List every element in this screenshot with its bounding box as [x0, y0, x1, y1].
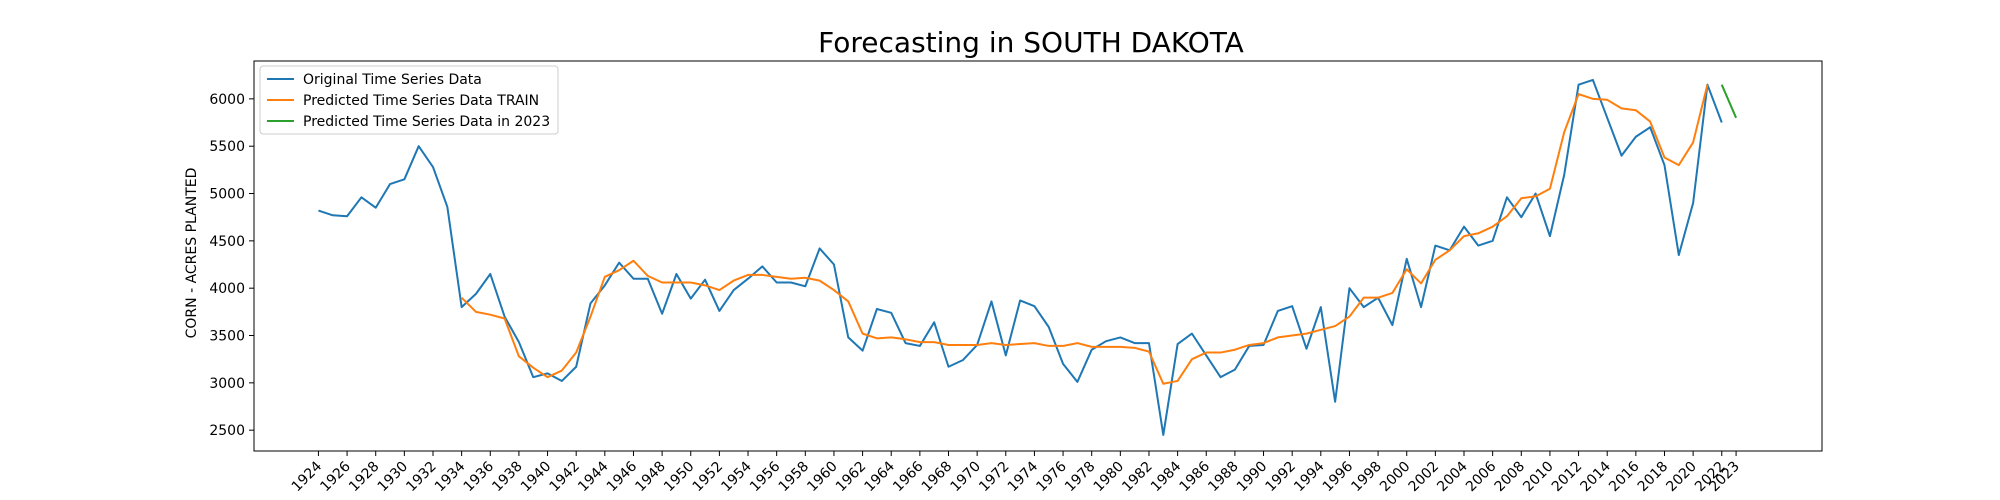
series-layer [318, 78, 1737, 436]
x-tick-label: 1954 [718, 458, 755, 495]
x-tick-label: 1968 [919, 459, 956, 496]
x-tick-label: 1958 [776, 459, 813, 496]
x-tick-label: 1948 [632, 459, 669, 496]
x-tick-label: 1974 [1005, 458, 1042, 495]
x-tick-label: 1980 [1091, 459, 1128, 496]
x-tick-label: 2020 [1663, 459, 1700, 496]
x-tick-label: 1942 [547, 459, 584, 496]
x-tick-label: 1990 [1234, 459, 1271, 496]
x-tick-label: 2018 [1635, 459, 1672, 496]
chart-title: Forecasting in SOUTH DAKOTA [818, 26, 1244, 59]
x-tick-label: 1926 [317, 458, 354, 495]
x-tick-label: 1936 [461, 458, 498, 495]
x-tick-label: 1984 [1148, 458, 1185, 495]
y-tick-label: 5000 [209, 187, 245, 203]
x-tick-label: 1952 [690, 459, 727, 496]
x-tick-label: 1950 [661, 459, 698, 496]
x-tick-label: 2000 [1377, 459, 1414, 496]
legend-label: Original Time Series Data [303, 72, 482, 88]
x-tick-label: 1982 [1119, 459, 1156, 496]
legend: Original Time Series Data Predicted Time … [259, 65, 559, 135]
x-tick-label: 1994 [1291, 458, 1328, 495]
x-tick-label: 1946 [604, 458, 641, 495]
x-tick-label: 2004 [1434, 458, 1471, 495]
x-tick-label: 2016 [1606, 458, 1643, 495]
y-axis-label: CORN - ACRES PLANTED [184, 168, 200, 339]
x-tick-label: 1938 [489, 459, 526, 496]
y-tick-label: 4500 [209, 234, 245, 250]
x-tick-label: 1944 [575, 458, 612, 495]
x-tick-label: 2006 [1463, 458, 1500, 495]
y-tick-label: 3000 [209, 376, 245, 392]
x-tick-label: 1964 [862, 458, 899, 495]
x-tick-label: 1992 [1262, 459, 1299, 496]
x-tick-label: 1978 [1062, 459, 1099, 496]
x-tick-label: 1960 [804, 459, 841, 496]
x-tick-label: 2014 [1578, 458, 1615, 495]
y-tick-label: 6000 [209, 92, 245, 108]
x-tick-label: 1986 [1177, 458, 1214, 495]
legend-box [259, 65, 559, 135]
x-tick-label: 1932 [403, 459, 440, 496]
y-tick-label: 5500 [209, 139, 245, 155]
y-tick-label: 2500 [209, 423, 245, 439]
y-tick-label: 3500 [209, 329, 245, 345]
x-tick-label: 1972 [976, 459, 1013, 496]
x-tick-label: 1962 [833, 459, 870, 496]
x-tick-label: 1956 [747, 458, 784, 495]
x-tick-label: 1996 [1320, 458, 1357, 495]
x-tick-label: 1966 [890, 458, 927, 495]
y-tick-label: 4000 [209, 281, 245, 297]
x-tick-label: 1998 [1348, 459, 1385, 496]
x-tick-label: 2010 [1520, 459, 1557, 496]
x-tick-label: 1934 [432, 458, 469, 495]
x-tick-label: 2012 [1549, 459, 1586, 496]
legend-label: Predicted Time Series Data TRAIN [303, 93, 539, 109]
x-tick-label: 1930 [375, 459, 412, 496]
x-tick-label: 1928 [346, 459, 383, 496]
axes-layer: 2500 3000 3500 4000 4500 5000 5500 6000 19241926… [209, 92, 1743, 495]
plot-area-frame [253, 60, 1823, 452]
x-tick-label: 2002 [1406, 459, 1443, 496]
series-line-1 [460, 84, 1709, 385]
x-tick-label: 1976 [1033, 458, 1070, 495]
x-tick-label: 2008 [1492, 459, 1529, 496]
legend-label: Predicted Time Series Data in 2023 [303, 114, 550, 130]
series-line-2 [1720, 84, 1737, 119]
x-tick-label: 1924 [289, 458, 326, 495]
x-tick-label: 1970 [947, 459, 984, 496]
x-tick-label: 1988 [1205, 459, 1242, 496]
x-tick-label: 1940 [518, 459, 555, 496]
